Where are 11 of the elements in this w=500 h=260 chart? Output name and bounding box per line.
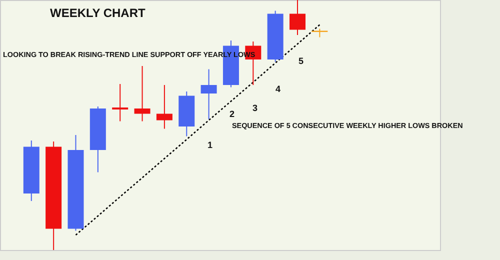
annotation: 1: [207, 140, 213, 150]
annotation: 4: [275, 84, 281, 94]
candlestick: [156, 84, 172, 130]
annotation: 3: [252, 103, 258, 113]
candlestick: [112, 84, 128, 122]
candlestick: [134, 66, 150, 122]
candlestick: [200, 68, 217, 120]
annotation: 2: [229, 109, 235, 119]
text: WEEKLY CHART: [50, 6, 146, 20]
annotation: 5: [298, 56, 304, 66]
candlestick: [290, 0, 306, 36]
